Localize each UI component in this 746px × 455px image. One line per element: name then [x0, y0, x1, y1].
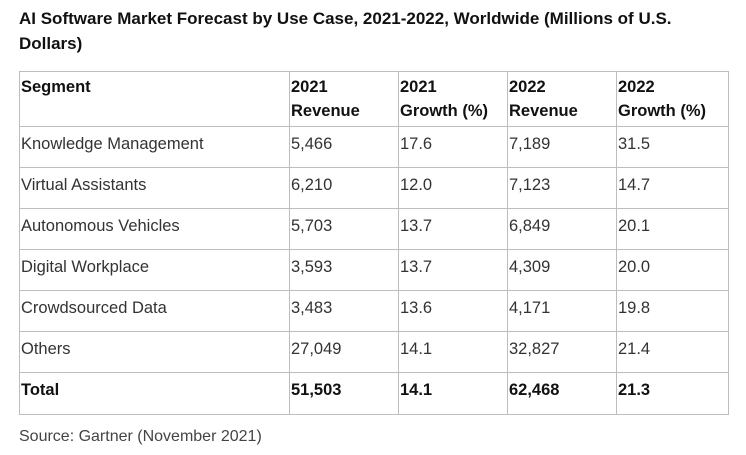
table-cell: Others: [19, 331, 290, 373]
table-cell: Autonomous Vehicles: [19, 208, 290, 250]
table-cell: 20.1: [616, 208, 729, 250]
table-row: Others 27,049 14.1 32,827 21.4: [19, 331, 729, 373]
table-row: Digital Workplace 3,593 13.7 4,309 20.0: [19, 249, 729, 291]
table-cell: 21.4: [616, 331, 729, 373]
header-line: 2021: [291, 78, 328, 96]
table-cell: 13.7: [398, 208, 508, 250]
table-row: Crowdsourced Data 3,483 13.6 4,171 19.8: [19, 290, 729, 332]
table-cell: 12.0: [398, 167, 508, 209]
table-cell: Knowledge Management: [19, 126, 290, 168]
column-header: 2021 Growth (%): [398, 71, 508, 127]
table-cell: 4,309: [507, 249, 617, 291]
source-note: Source: Gartner (November 2021): [19, 428, 262, 445]
table-cell: 20.0: [616, 249, 729, 291]
table-title: AI Software Market Forecast by Use Case,…: [19, 9, 672, 53]
table-cell: 31.5: [616, 126, 729, 168]
table-cell: 5,703: [289, 208, 399, 250]
table-cell: 14.1: [398, 372, 508, 415]
table-row: Knowledge Management 5,466 17.6 7,189 31.5: [19, 126, 729, 168]
table-cell: 13.7: [398, 249, 508, 291]
table-cell: 4,171: [507, 290, 617, 332]
table-cell: Virtual Assistants: [19, 167, 290, 209]
table-cell: 27,049: [289, 331, 399, 373]
header-line: Revenue: [509, 102, 578, 120]
column-header: 2022 Growth (%): [616, 71, 729, 127]
table-cell: 7,123: [507, 167, 617, 209]
table-row: Virtual Assistants 6,210 12.0 7,123 14.7: [19, 167, 729, 209]
table-cell: 21.3: [616, 372, 729, 415]
table-cell: 6,849: [507, 208, 617, 250]
total-row: Total 51,503 14.1 62,468 21.3: [19, 372, 729, 415]
table-row: Autonomous Vehicles 5,703 13.7 6,849 20.1: [19, 208, 729, 250]
table-cell: Total: [19, 372, 290, 415]
table-cell: Digital Workplace: [19, 249, 290, 291]
table-cell: 6,210: [289, 167, 399, 209]
table-cell: 19.8: [616, 290, 729, 332]
header-line: Revenue: [291, 102, 360, 120]
table-cell: 32,827: [507, 331, 617, 373]
table-cell: 51,503: [289, 372, 399, 415]
table-cell: 14.1: [398, 331, 508, 373]
table-cell: 14.7: [616, 167, 729, 209]
header-row: Segment 2021 Revenue 2021 Growth (%) 2022 Reve…: [19, 71, 729, 127]
table-cell: 62,468: [507, 372, 617, 415]
column-header: Segment: [19, 71, 290, 127]
header-line: 2022: [509, 78, 546, 96]
table-cell: 3,483: [289, 290, 399, 332]
table-cell: 13.6: [398, 290, 508, 332]
header-line: Growth (%): [618, 102, 706, 120]
table-cell: 3,593: [289, 249, 399, 291]
header-line: Segment: [21, 78, 91, 96]
forecast-table: Segment 2021 Revenue 2021 Growth (%) 2022 Reve…: [19, 71, 729, 415]
column-header: 2022 Revenue: [507, 71, 617, 127]
header-line: Growth (%): [400, 102, 488, 120]
table-cell: Crowdsourced Data: [19, 290, 290, 332]
table-cell: 7,189: [507, 126, 617, 168]
header-line: 2022: [618, 78, 655, 96]
table-cell: 17.6: [398, 126, 508, 168]
column-header: 2021 Revenue: [289, 71, 399, 127]
table-cell: 5,466: [289, 126, 399, 168]
header-line: 2021: [400, 78, 437, 96]
